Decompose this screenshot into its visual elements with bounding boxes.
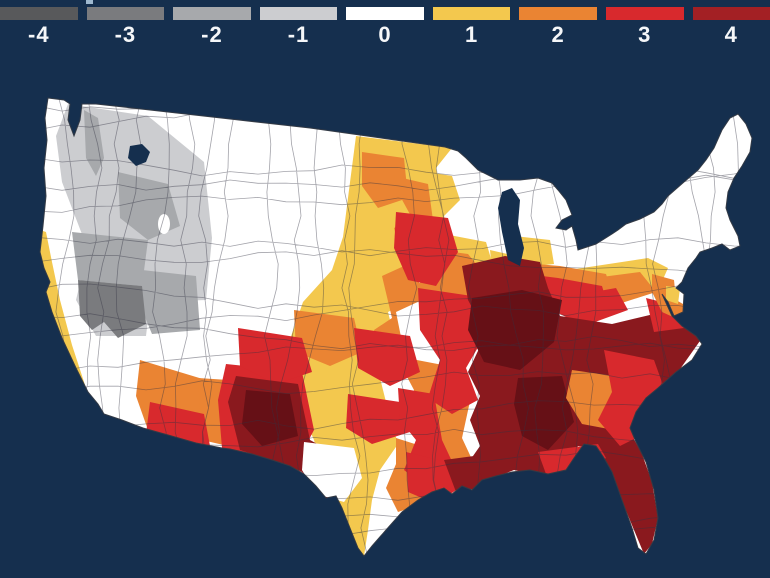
legend-tick-label: 0 [378, 22, 392, 47]
region-kansas-red [354, 328, 420, 386]
legend-swatch-minus4 [0, 7, 78, 20]
region-ky-tn-deepest [468, 290, 562, 370]
legend-swatch-zero [346, 7, 424, 20]
legend-tick-label: 3 [638, 22, 652, 47]
legend-swatch-minus1 [259, 7, 338, 20]
legend-tick-label: -1 [287, 22, 310, 47]
mountain-lake [128, 144, 150, 166]
legend-item: 1 [432, 0, 511, 47]
legend-swatch-plus2 [519, 7, 597, 20]
region-nm-deepest [242, 390, 298, 446]
region-s-nevada-minus3 [78, 280, 146, 338]
legend-item: -1 [259, 0, 338, 47]
anomaly-regions [40, 98, 752, 556]
legend-tick-label: 1 [464, 22, 479, 47]
legend-tick-label: 2 [551, 22, 565, 47]
legend-item: 2 [519, 0, 597, 46]
legend-swatch-minus2 [173, 7, 251, 20]
region-n-nevada-minus2 [72, 232, 148, 286]
great-salt-lake [158, 214, 170, 234]
legend-tick-label: -3 [114, 22, 137, 47]
region-nd-orange [362, 152, 408, 208]
legend-swatch-plus1 [432, 7, 511, 20]
region-ms-al-deepest [514, 376, 574, 450]
region-ca-coast-plus1 [40, 228, 95, 408]
stray-text-artifact [86, 0, 93, 4]
legend-item: -3 [86, 0, 165, 47]
anomaly-color-scale-legend: -4 -3 -2 -1 0 1 2 3 4 [0, 0, 770, 46]
lake-michigan [498, 188, 524, 266]
region-sc-ga-coast-red [598, 350, 664, 446]
legend-item: 3 [605, 0, 684, 47]
legend-item: -4 [0, 0, 78, 46]
legend-tick-label: -2 [201, 22, 223, 47]
legend-item: 0 [346, 0, 424, 46]
legend-tick-label: -4 [28, 22, 50, 47]
region-la-dark [444, 456, 482, 492]
region-oklahoma-red [346, 394, 410, 444]
legend-tick-label: 4 [724, 22, 738, 47]
legend-swatch-plus4 [692, 7, 770, 20]
legend-item: 4 [692, 0, 770, 47]
legend-swatch-plus3 [605, 7, 684, 20]
region-delmarva-plus1 [666, 286, 680, 304]
legend-item: -2 [173, 0, 251, 46]
region-semn-iowa-red [394, 212, 458, 286]
region-wa-id-minus2 [84, 110, 104, 176]
region-w-utah-minus2 [138, 270, 200, 334]
region-txpan-red [238, 328, 312, 384]
region-kansas-orange [294, 310, 362, 366]
region-penn-red [560, 288, 628, 326]
legend-swatch-minus3 [86, 7, 165, 20]
